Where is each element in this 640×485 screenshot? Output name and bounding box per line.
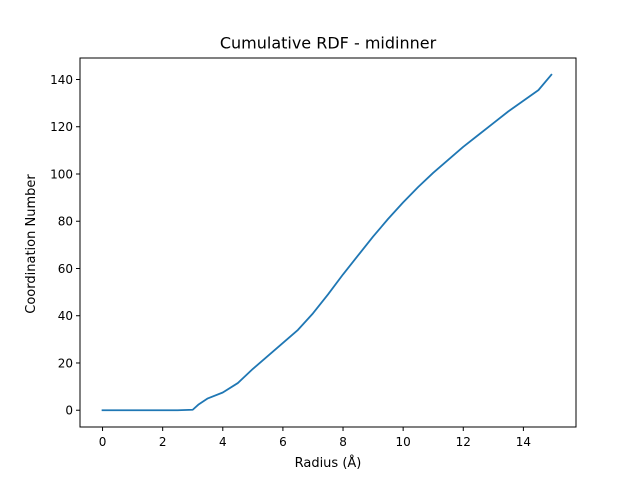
x-axis-label: Radius (Å) <box>295 455 362 471</box>
y-tick-label: 20 <box>58 356 73 370</box>
y-tick-label: 140 <box>50 73 73 87</box>
x-axis-ticks: 0 2 4 6 8 10 12 14 <box>99 427 531 449</box>
y-axis-ticks: 0 20 40 60 80 100 120 140 <box>50 73 80 418</box>
y-tick-label: 120 <box>50 120 73 134</box>
x-tick-label: 8 <box>339 435 347 449</box>
y-tick-label: 80 <box>58 215 73 229</box>
chart-title: Cumulative RDF - midinner <box>220 34 437 53</box>
x-tick-label: 10 <box>396 435 411 449</box>
x-tick-label: 4 <box>219 435 227 449</box>
plot-series <box>101 73 553 412</box>
x-tick-label: 0 <box>99 435 107 449</box>
y-tick-label: 100 <box>50 167 73 181</box>
x-tick-label: 2 <box>159 435 167 449</box>
x-tick-label: 12 <box>456 435 471 449</box>
y-tick-label: 60 <box>58 262 73 276</box>
x-tick-label: 14 <box>516 435 531 449</box>
plot-area-frame <box>79 57 577 428</box>
y-axis-label: Coordination Number <box>24 174 39 314</box>
x-tick-label: 6 <box>279 435 287 449</box>
y-tick-label: 0 <box>65 404 73 418</box>
y-tick-label: 40 <box>58 309 73 323</box>
series-line-0 <box>101 73 553 412</box>
